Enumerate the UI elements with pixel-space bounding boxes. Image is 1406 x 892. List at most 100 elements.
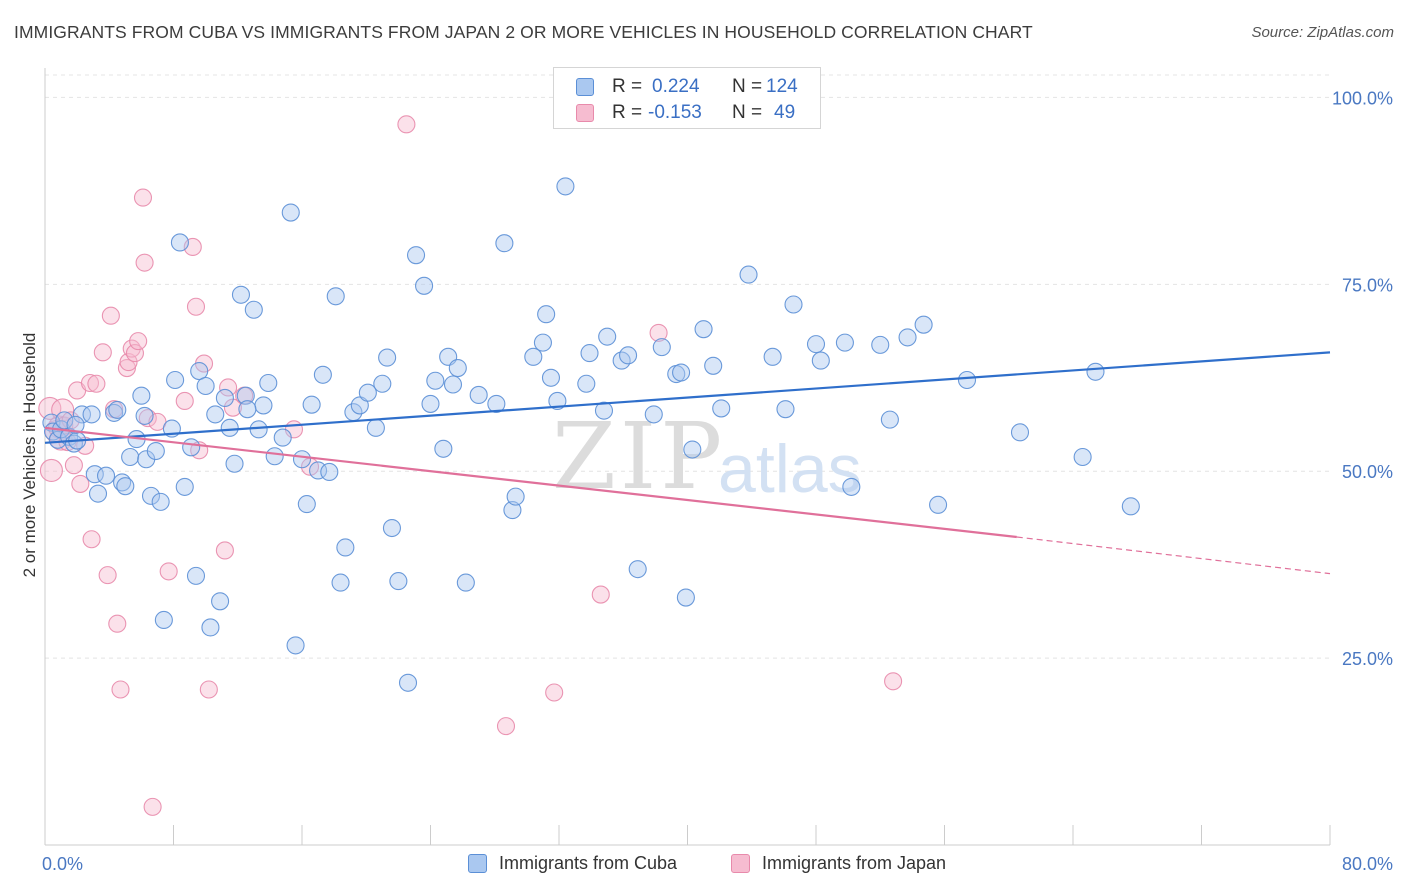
cuba-point-45 [265, 447, 284, 466]
x-tick-label-0: 0.0% [42, 854, 83, 874]
cuba-point-68 [415, 276, 434, 295]
cuba-point-80 [506, 487, 525, 506]
cuba-point-82 [533, 333, 552, 352]
cuba-point-100 [694, 320, 713, 339]
cuba-point-50 [297, 495, 316, 514]
cuba-point-73 [443, 375, 463, 394]
cuba-point-10 [85, 465, 104, 484]
cuba-point-47 [281, 203, 300, 222]
x-tick-label-1: 80.0% [1342, 854, 1393, 874]
cuba-point-105 [776, 400, 795, 419]
cuba-point-6 [64, 434, 83, 453]
cuba-point-14 [108, 400, 127, 419]
cuba-r-label: R = [612, 76, 643, 97]
cuba-point-41 [244, 300, 263, 319]
japan-trend-line-extension [1016, 536, 1331, 575]
cuba-point-108 [811, 351, 830, 370]
bottom-japan-swatch [731, 854, 750, 873]
cuba-point-55 [326, 287, 345, 306]
japan-point-26 [129, 332, 148, 351]
cuba-point-79 [503, 501, 522, 520]
cuba-point-97 [672, 363, 691, 382]
cuba-point-74 [448, 358, 467, 378]
cuba-point-121 [66, 415, 85, 434]
japan-point-39 [215, 541, 234, 560]
japan-point-30 [143, 797, 162, 816]
cuba-point-83 [537, 305, 556, 324]
cuba-point-13 [105, 403, 124, 422]
chart-title: IMMIGRANTS FROM CUBA VS IMMIGRANTS FROM … [14, 22, 1033, 42]
cuba-point-29 [182, 438, 201, 457]
y-tick-label-0: 25.0% [1342, 649, 1393, 669]
cuba-point-46 [273, 428, 292, 447]
japan-point-23 [119, 353, 138, 372]
cuba-point-77 [487, 394, 506, 413]
cuba-trend-line [44, 351, 1331, 444]
cuba-point-111 [871, 335, 890, 354]
cuba-point-35 [211, 592, 230, 611]
cuba-point-19 [132, 386, 151, 405]
cuba-point-43 [254, 396, 273, 415]
cuba-point-85 [548, 391, 567, 410]
japan-point-47 [545, 683, 564, 702]
japan-r-value: -0.153 [648, 102, 702, 123]
japan-point-29 [138, 409, 157, 428]
watermark-atlas: atlas [718, 431, 862, 507]
watermark-zip: ZIP [552, 403, 726, 510]
cuba-point-69 [421, 394, 440, 413]
japan-point-51 [884, 672, 903, 691]
cuba-point-78 [495, 234, 514, 253]
cuba-point-52 [309, 461, 328, 480]
japan-point-33 [175, 391, 194, 410]
cuba-point-32 [196, 376, 215, 396]
cuba-point-122 [135, 406, 154, 425]
japan-r-label: R = [612, 102, 643, 123]
cuba-point-119 [1086, 362, 1105, 381]
cuba-point-103 [739, 265, 758, 284]
cuba-point-21 [141, 486, 161, 505]
cuba-point-57 [336, 538, 355, 557]
cuba-point-63 [378, 348, 397, 367]
source-credit: Source: ZipAtlas.com [1251, 24, 1394, 41]
cuba-point-65 [389, 572, 408, 591]
cuba-point-27 [170, 233, 189, 252]
axes [44, 68, 1331, 846]
bottom-cuba-swatch [468, 854, 487, 873]
cuba-r-value: 0.224 [652, 76, 700, 97]
cuba-point-54 [320, 462, 339, 482]
cuba-point-66 [398, 673, 418, 692]
cuba-point-92 [619, 346, 638, 365]
japan-point-9 [64, 456, 83, 475]
japan-point-35 [186, 297, 206, 316]
japan-n-value: 49 [774, 102, 796, 123]
japan-point-21 [111, 680, 130, 699]
cuba-point-71 [434, 439, 453, 458]
cuba-point-102 [712, 399, 731, 418]
cuba-point-88 [580, 344, 599, 363]
cuba-point-37 [220, 418, 239, 437]
cuba-point-87 [577, 374, 596, 393]
japan-point-22 [117, 358, 136, 378]
bottom-cuba-label: Immigrants from Cuba [499, 853, 678, 873]
cuba-point-60 [358, 383, 377, 402]
cuba-point-115 [929, 495, 948, 514]
cuba-point-62 [373, 374, 392, 393]
cuba-point-33 [201, 618, 220, 637]
cuba-point-110 [842, 477, 861, 496]
cuba-point-70 [426, 371, 445, 390]
cuba-point-38 [225, 454, 244, 473]
cuba-point-109 [835, 333, 854, 352]
cuba-point-61 [366, 418, 385, 437]
y-tick-label-3: 100.0% [1332, 88, 1393, 108]
japan-point-40 [219, 378, 238, 397]
cuba-point-31 [190, 361, 209, 381]
japan-point-32 [159, 562, 178, 581]
cuba-point-113 [898, 328, 917, 347]
cuba-point-81 [524, 347, 543, 366]
cuba-point-89 [594, 401, 614, 420]
japan-point-45 [397, 115, 416, 134]
japan-points [38, 88, 903, 816]
cuba-point-67 [406, 246, 426, 265]
cuba-point-51 [302, 395, 321, 414]
